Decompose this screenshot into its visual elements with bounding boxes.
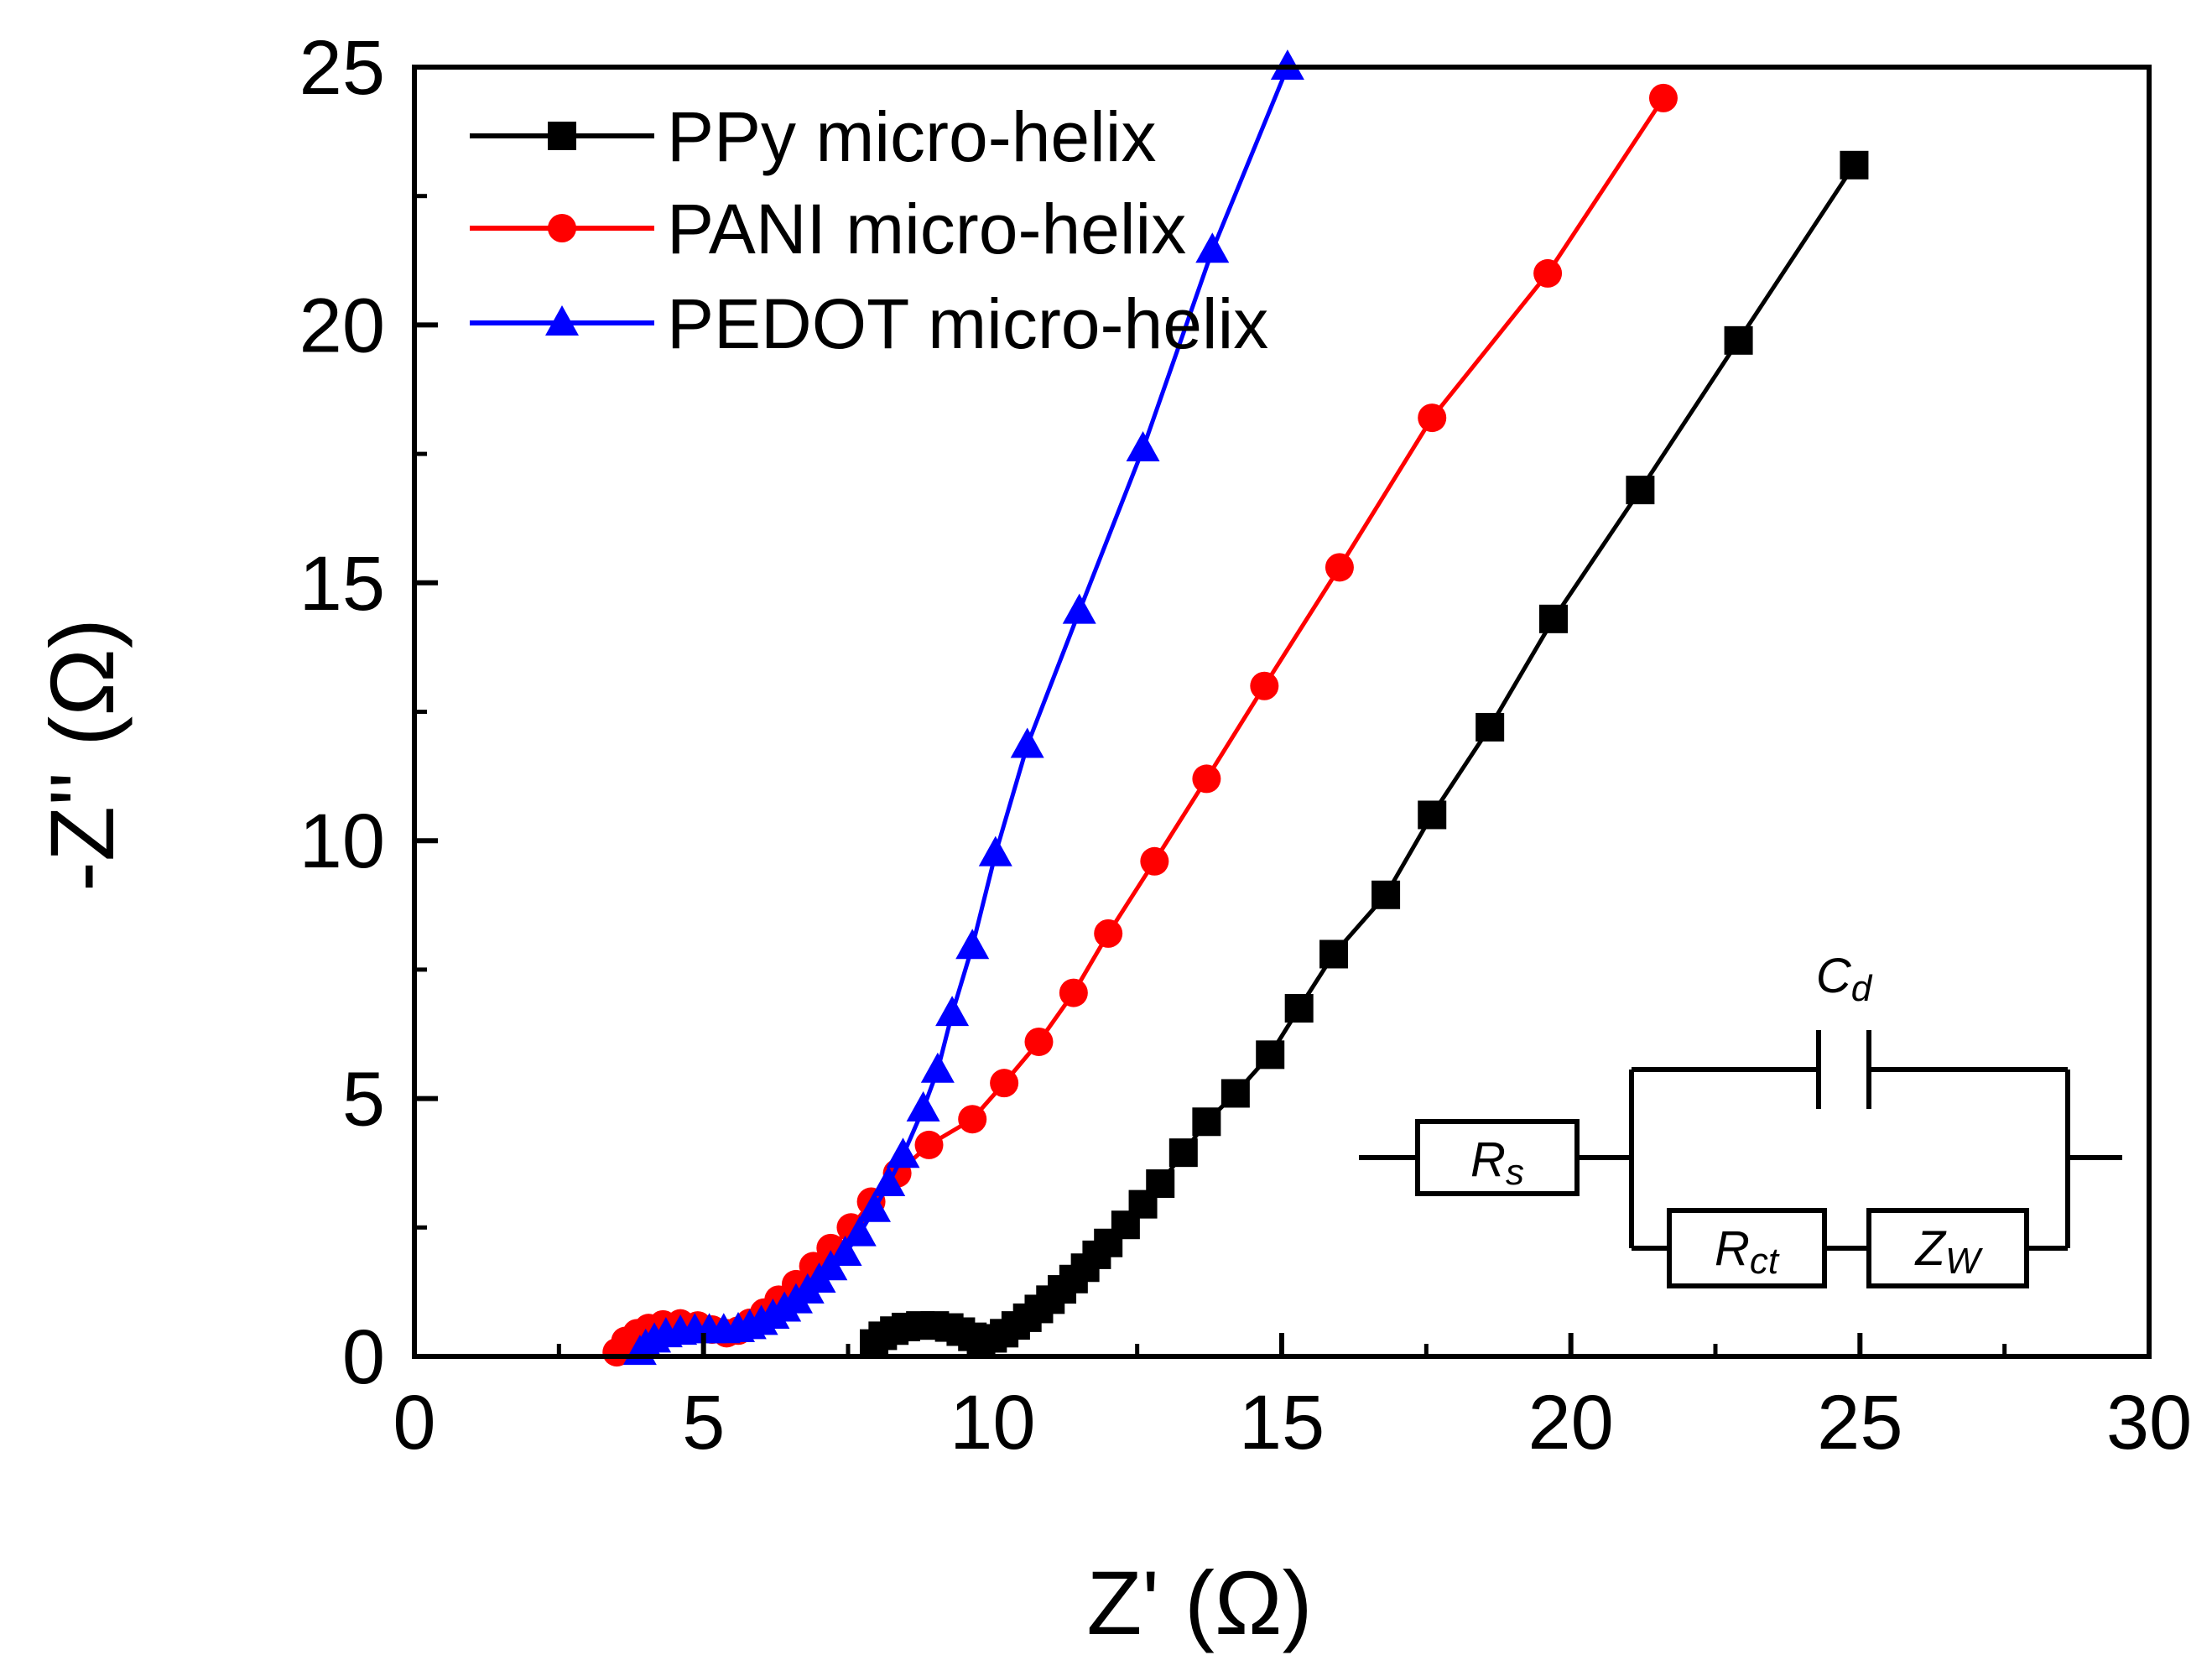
data-point-s2-30 bbox=[1418, 403, 1447, 433]
legend-marker-1 bbox=[548, 122, 576, 150]
circuit-label-zw: ZW bbox=[1914, 1221, 1983, 1282]
data-point-s3-23 bbox=[906, 1090, 940, 1122]
data-point-s2-21 bbox=[958, 1105, 987, 1134]
data-point-s1-35 bbox=[1626, 476, 1655, 505]
x-tick-label-3: 15 bbox=[1239, 1380, 1325, 1465]
data-point-s2-20 bbox=[914, 1130, 944, 1159]
series-3 bbox=[622, 49, 1304, 1366]
data-point-s3-22 bbox=[886, 1137, 920, 1169]
data-point-s3-29 bbox=[1062, 593, 1096, 624]
data-point-s1-34 bbox=[1538, 604, 1568, 633]
data-point-s2-25 bbox=[1094, 919, 1123, 948]
data-point-s2-22 bbox=[990, 1069, 1019, 1098]
circuit-label-cd: Cd bbox=[1816, 949, 1873, 1009]
data-point-s1-37 bbox=[1840, 150, 1869, 180]
data-point-s2-24 bbox=[1059, 978, 1088, 1007]
data-point-s2-26 bbox=[1140, 846, 1169, 876]
data-point-s2-28 bbox=[1250, 671, 1279, 700]
y-tick-label-0: 0 bbox=[342, 1314, 385, 1400]
y-tick-label-2: 10 bbox=[299, 799, 385, 884]
circuit-label-rct: Rct bbox=[1715, 1221, 1780, 1282]
circuit-labels: Rs Rct ZW Cd bbox=[1470, 949, 1983, 1282]
circuit-label-rs: Rs bbox=[1470, 1132, 1524, 1193]
legend-entry-1: PPy micro-helix bbox=[470, 97, 1156, 176]
series-layer bbox=[602, 49, 1869, 1367]
data-point-s1-36 bbox=[1724, 325, 1753, 355]
data-point-s1-33 bbox=[1476, 712, 1505, 742]
x-tick-label-2: 10 bbox=[950, 1380, 1035, 1465]
axis-layer: 0 5 10 15 20 25 30 0 5 10 15 20 25 bbox=[299, 25, 2193, 1465]
data-point-s3-21 bbox=[872, 1166, 906, 1197]
legend-label-3: PEDOT micro-helix bbox=[667, 284, 1268, 363]
x-tick-label-0: 0 bbox=[393, 1380, 435, 1465]
data-point-s3-30 bbox=[1126, 430, 1160, 461]
data-point-s3-24 bbox=[920, 1052, 955, 1083]
data-point-s1-32 bbox=[1418, 800, 1447, 830]
data-point-s2-27 bbox=[1192, 764, 1221, 794]
data-point-s3-20 bbox=[857, 1191, 892, 1222]
axis-titles: Z' (Ω) -Z'' (Ω) bbox=[31, 618, 1313, 1653]
equivalent-circuit-inset bbox=[1359, 1030, 2122, 1288]
x-tick-label-5: 25 bbox=[1817, 1380, 1902, 1465]
data-point-s3-25 bbox=[935, 996, 970, 1027]
x-axis-title: Z' (Ω) bbox=[1086, 1552, 1312, 1653]
data-point-s3-27 bbox=[978, 835, 1012, 867]
legend-marker-3 bbox=[545, 305, 579, 336]
data-point-s2-23 bbox=[1024, 1027, 1054, 1056]
y-tick-label-4: 20 bbox=[299, 283, 385, 368]
data-point-s1-25 bbox=[1168, 1138, 1198, 1168]
data-point-s1-24 bbox=[1146, 1169, 1175, 1199]
x-tick-label-6: 30 bbox=[2106, 1380, 2192, 1465]
x-tick-label-1: 5 bbox=[682, 1380, 725, 1465]
data-point-s1-28 bbox=[1256, 1040, 1285, 1070]
series-1 bbox=[860, 150, 1869, 1358]
data-point-s2-32 bbox=[1648, 83, 1678, 112]
data-point-s3-18 bbox=[828, 1236, 862, 1267]
data-point-s2-29 bbox=[1325, 553, 1354, 582]
data-point-s1-30 bbox=[1319, 939, 1349, 969]
data-point-s1-29 bbox=[1284, 994, 1314, 1023]
y-tick-label-3: 15 bbox=[299, 541, 385, 627]
legend: PPy micro-helix PANI micro-helix PEDOT mic… bbox=[470, 97, 1268, 363]
y-tick-label-1: 5 bbox=[342, 1057, 385, 1142]
legend-marker-2 bbox=[548, 214, 576, 242]
data-point-s1-31 bbox=[1371, 880, 1401, 909]
data-point-s1-27 bbox=[1221, 1079, 1250, 1108]
legend-entry-2: PANI micro-helix bbox=[470, 190, 1186, 268]
legend-label-1: PPy micro-helix bbox=[667, 97, 1156, 176]
x-tick-label-4: 20 bbox=[1528, 1380, 1613, 1465]
data-point-s3-19 bbox=[842, 1215, 877, 1247]
data-point-s3-26 bbox=[955, 929, 990, 960]
data-point-s1-26 bbox=[1192, 1107, 1221, 1137]
data-point-s3-28 bbox=[1010, 727, 1044, 758]
data-point-s2-31 bbox=[1533, 258, 1563, 288]
y-tick-label-5: 25 bbox=[299, 25, 385, 111]
y-axis-title: -Z'' (Ω) bbox=[31, 618, 133, 892]
legend-label-2: PANI micro-helix bbox=[667, 190, 1186, 268]
data-point-s3-31 bbox=[1195, 232, 1230, 263]
legend-entry-3: PEDOT micro-helix bbox=[470, 284, 1268, 363]
